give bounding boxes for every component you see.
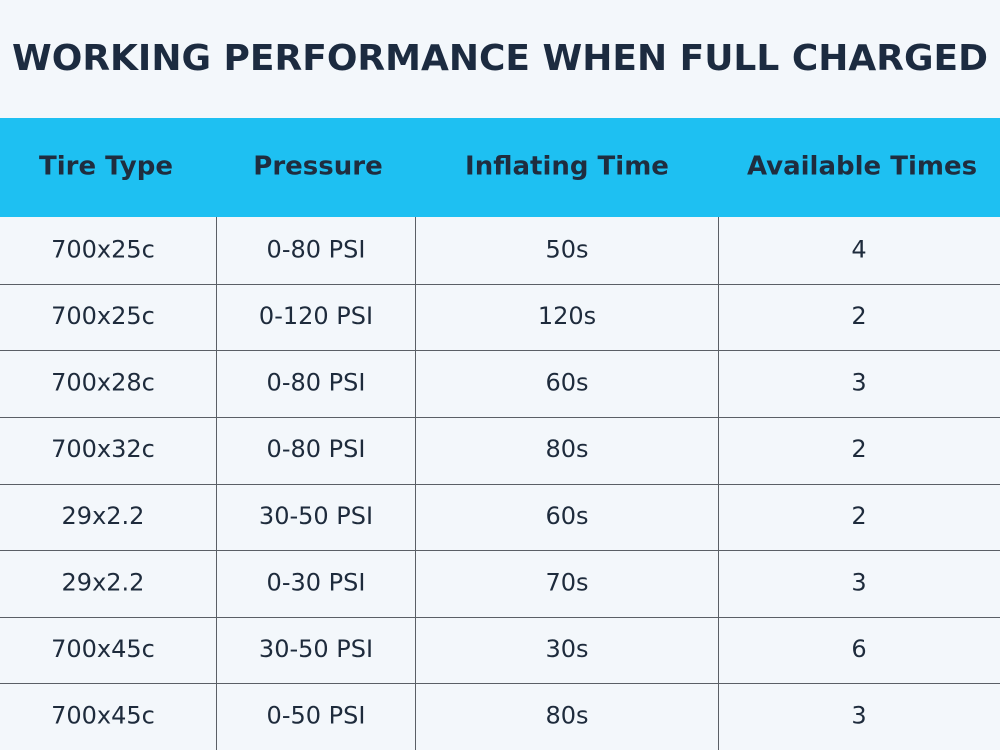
table-cell: 700x25c xyxy=(51,235,155,263)
table-cell: 0-80 PSI xyxy=(267,435,366,463)
table-cell: 30-50 PSI xyxy=(259,502,373,530)
header-cell: Tire Type xyxy=(39,152,173,182)
table-cell: 70s xyxy=(545,568,588,596)
table-cell: 0-120 PSI xyxy=(259,302,373,330)
table-cell: 50s xyxy=(545,235,588,263)
table-cell: 700x25c xyxy=(51,302,155,330)
table-cell: 700x45c xyxy=(51,702,155,730)
header-band xyxy=(0,118,1000,217)
header-cell: Inflating Time xyxy=(465,152,669,182)
table-cell: 3 xyxy=(851,702,866,730)
table-cell: 0-50 PSI xyxy=(267,702,366,730)
table-cell: 60s xyxy=(545,502,588,530)
table-cell: 2 xyxy=(851,502,866,530)
table-cell: 80s xyxy=(545,702,588,730)
table-cell: 0-30 PSI xyxy=(267,568,366,596)
header-cell: Pressure xyxy=(253,152,382,182)
table-cell: 700x28c xyxy=(51,369,155,397)
header-cell: Available Times xyxy=(747,152,977,182)
table-cell: 60s xyxy=(545,369,588,397)
title: WORKING PERFORMANCE WHEN FULL CHARGED xyxy=(12,38,988,79)
table-cell: 30s xyxy=(545,635,588,663)
table-cell: 120s xyxy=(538,302,596,330)
table-cell: 0-80 PSI xyxy=(267,235,366,263)
table-cell: 0-80 PSI xyxy=(267,369,366,397)
table-cell: 3 xyxy=(851,369,866,397)
table-cell: 4 xyxy=(851,235,866,263)
table-cell: 30-50 PSI xyxy=(259,635,373,663)
table-cell: 2 xyxy=(851,435,866,463)
table-cell: 3 xyxy=(851,568,866,596)
table-cell: 700x32c xyxy=(51,435,155,463)
table-cell: 29x2.2 xyxy=(62,502,145,530)
table-cell: 700x45c xyxy=(51,635,155,663)
table-cell: 80s xyxy=(545,435,588,463)
table-cell: 6 xyxy=(851,635,866,663)
table-cell: 29x2.2 xyxy=(62,568,145,596)
table-cell: 2 xyxy=(851,302,866,330)
